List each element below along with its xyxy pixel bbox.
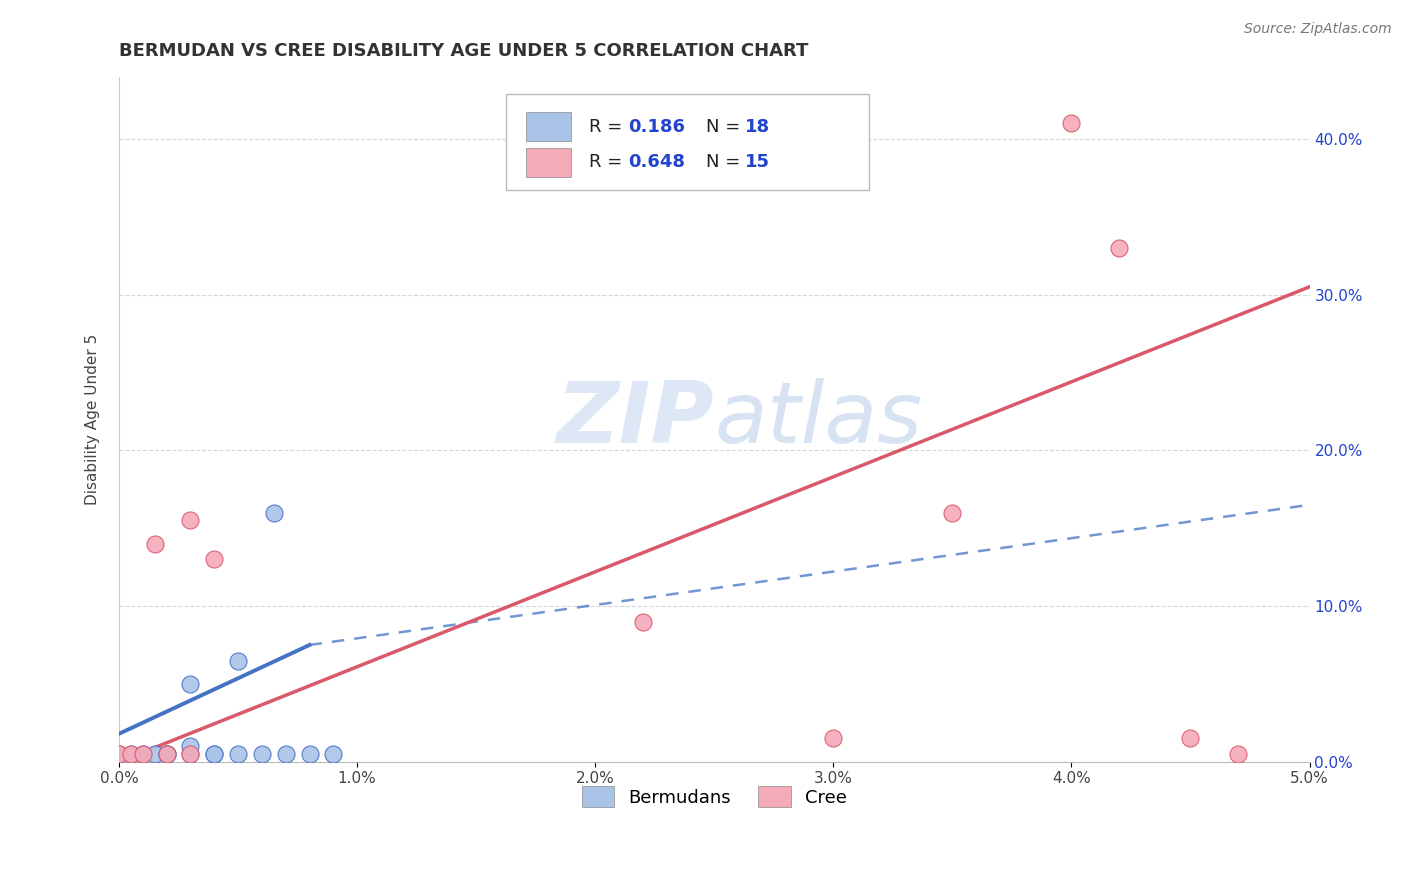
FancyBboxPatch shape bbox=[526, 148, 571, 177]
Point bbox=[156, 747, 179, 761]
Point bbox=[179, 739, 201, 754]
Point bbox=[631, 615, 654, 629]
Point bbox=[298, 747, 321, 761]
Text: ZIP: ZIP bbox=[557, 377, 714, 460]
Point bbox=[274, 747, 297, 761]
Text: R =: R = bbox=[589, 153, 628, 171]
Point bbox=[156, 747, 179, 761]
Text: N =: N = bbox=[706, 153, 747, 171]
Point bbox=[179, 677, 201, 691]
Point bbox=[226, 747, 249, 761]
Point bbox=[179, 747, 201, 761]
Point bbox=[202, 747, 225, 761]
Point bbox=[179, 513, 201, 527]
Point bbox=[1180, 731, 1202, 746]
Text: atlas: atlas bbox=[714, 377, 922, 460]
Point bbox=[120, 747, 142, 761]
Point bbox=[132, 747, 155, 761]
Point bbox=[322, 747, 344, 761]
Point bbox=[263, 506, 285, 520]
Point bbox=[823, 731, 845, 746]
Legend: Bermudans, Cree: Bermudans, Cree bbox=[574, 779, 855, 814]
Point bbox=[143, 747, 166, 761]
FancyBboxPatch shape bbox=[506, 94, 869, 190]
Text: Source: ZipAtlas.com: Source: ZipAtlas.com bbox=[1244, 22, 1392, 37]
Text: 18: 18 bbox=[745, 118, 770, 136]
Point bbox=[156, 747, 179, 761]
Point bbox=[132, 747, 155, 761]
FancyBboxPatch shape bbox=[526, 112, 571, 141]
Point bbox=[108, 747, 131, 761]
Text: R =: R = bbox=[589, 118, 628, 136]
Point bbox=[1227, 747, 1250, 761]
Point bbox=[1108, 241, 1130, 255]
Text: N =: N = bbox=[706, 118, 747, 136]
Point bbox=[202, 747, 225, 761]
Point bbox=[179, 747, 201, 761]
Text: 0.648: 0.648 bbox=[628, 153, 686, 171]
Point bbox=[143, 537, 166, 551]
Y-axis label: Disability Age Under 5: Disability Age Under 5 bbox=[86, 334, 100, 505]
Point bbox=[202, 552, 225, 566]
Point bbox=[941, 506, 963, 520]
Text: 15: 15 bbox=[745, 153, 770, 171]
Point bbox=[226, 654, 249, 668]
Point bbox=[250, 747, 273, 761]
Point bbox=[108, 747, 131, 761]
Text: BERMUDAN VS CREE DISABILITY AGE UNDER 5 CORRELATION CHART: BERMUDAN VS CREE DISABILITY AGE UNDER 5 … bbox=[120, 42, 808, 60]
Point bbox=[1060, 116, 1083, 130]
Point bbox=[120, 747, 142, 761]
Text: 0.186: 0.186 bbox=[628, 118, 686, 136]
